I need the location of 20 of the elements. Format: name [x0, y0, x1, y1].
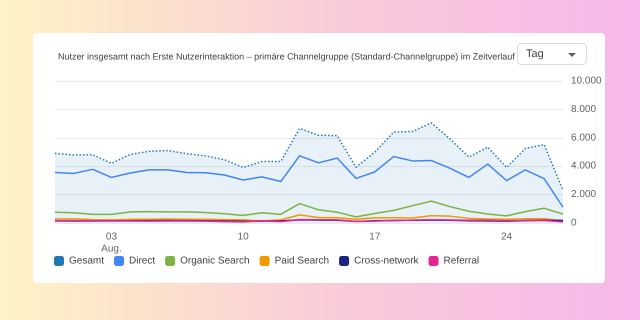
legend-label: Gesamt: [69, 256, 104, 266]
y-tick-label: 6.000: [571, 132, 596, 144]
legend-label: Organic Search: [180, 256, 250, 266]
legend-label: Cross-network: [354, 256, 420, 266]
dropdown-field: Tag: [517, 43, 587, 65]
x-tick-label: 10: [238, 232, 250, 242]
x-tick-label: 17: [369, 232, 381, 242]
y-tick-label: 10.000: [571, 76, 602, 86]
y-tick-label: 4.000: [571, 160, 596, 172]
line-series: [54, 155, 564, 208]
legend-label: Direct: [129, 256, 156, 266]
legend-label: Referral: [444, 256, 480, 266]
chart-title: Nutzer insgesamt nach Erste Nutzerinteraktion – primäre Channelgruppe (Standard-Channelgruppe) im Zeitverlauf: [58, 52, 516, 62]
y-tick-label: 2.000: [571, 189, 596, 200]
x-tick-label: 24: [500, 232, 513, 242]
y-tick-label: 8.000: [571, 104, 596, 115]
x-tick-label: 03 Aug.: [101, 232, 122, 254]
legend-label: Paid Search: [274, 256, 330, 266]
line-series: [54, 200, 564, 218]
y-tick-label: 0: [571, 218, 577, 228]
